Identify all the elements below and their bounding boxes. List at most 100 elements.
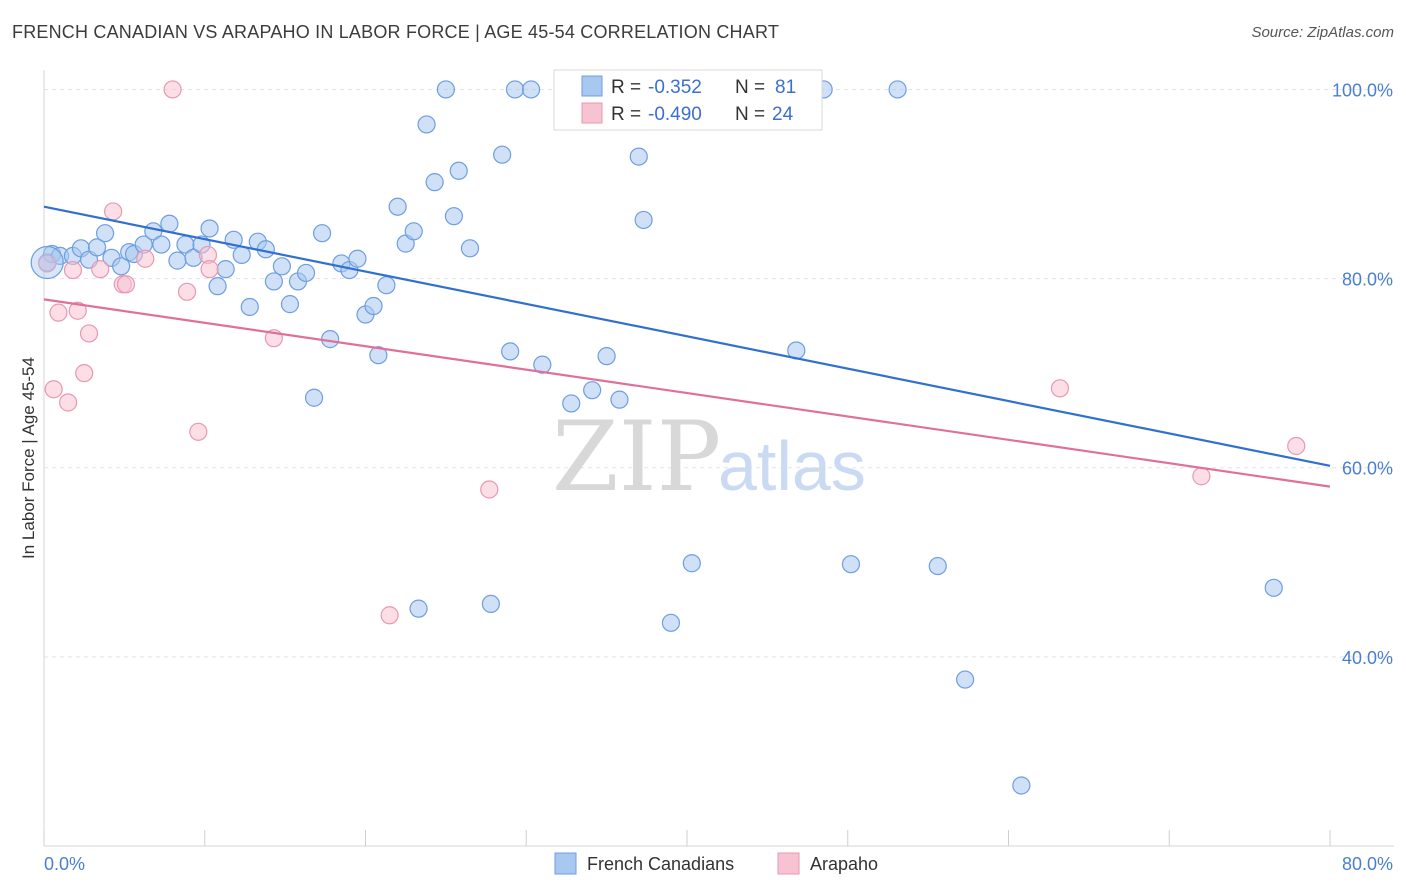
point-french-canadians [409, 599, 428, 618]
y-tick-label: 40.0% [1342, 648, 1393, 668]
chart-source: Source: ZipAtlas.com [1251, 24, 1394, 41]
point-french-canadians [404, 222, 423, 241]
point-french-canadians [888, 80, 907, 99]
point-arapaho [200, 260, 219, 279]
point-cluster-french-canadians [30, 245, 64, 280]
y-tick-label: 60.0% [1342, 459, 1393, 479]
bottom-legend-swatch-pink [777, 852, 800, 875]
point-french-canadians [460, 239, 480, 258]
point-french-canadians [152, 235, 171, 254]
point-french-canadians [348, 249, 367, 268]
trend-line-arapaho [43, 298, 1331, 488]
point-arapaho [75, 364, 94, 383]
point-french-canadians [533, 355, 552, 374]
point-arapaho [44, 380, 63, 399]
point-french-canadians [505, 80, 525, 99]
point-french-canadians [208, 277, 227, 296]
chart-title: FRENCH CANADIAN VS ARAPAHO IN LABOR FORC… [12, 22, 780, 42]
point-french-canadians [304, 388, 324, 407]
point-french-canadians [280, 295, 300, 314]
legend-r-value-1: -0.352 [648, 77, 702, 98]
legend-r-label-2: R = [611, 104, 641, 125]
point-french-canadians [232, 245, 251, 265]
legend-swatch-blue [581, 75, 603, 97]
point-french-canadians [521, 80, 541, 99]
point-french-canadians [168, 251, 187, 270]
point-french-canadians [583, 381, 602, 400]
point-french-canadians [928, 556, 947, 576]
point-french-canadians [436, 80, 455, 99]
point-french-canadians [272, 257, 292, 276]
y-tick-label: 80.0% [1342, 270, 1393, 290]
legend-n-label-2: N = [735, 104, 765, 125]
point-french-canadians [481, 594, 500, 614]
point-arapaho [59, 393, 78, 412]
legend-swatch-pink [581, 102, 603, 124]
point-arapaho [189, 422, 208, 441]
y-tick-label: 100.0% [1332, 80, 1393, 100]
point-french-canadians [296, 263, 316, 283]
point-french-canadians [493, 145, 512, 164]
point-french-canadians [449, 161, 468, 180]
point-arapaho [79, 324, 99, 343]
y-tick-labels: 40.0% 60.0% 80.0% 100.0% [1332, 80, 1393, 667]
point-french-canadians [200, 219, 219, 238]
trend-lines [43, 205, 1331, 488]
data-points [30, 80, 1306, 795]
point-french-canadians [95, 224, 115, 243]
grid-lines [44, 88, 1394, 658]
point-french-canadians [425, 173, 444, 192]
point-french-canadians [629, 147, 648, 166]
point-french-canadians [501, 342, 520, 361]
point-french-canadians [388, 197, 407, 216]
x-tick-marks [43, 830, 1331, 846]
legend-n-label-1: N = [735, 77, 765, 98]
point-french-canadians [682, 554, 701, 573]
point-arapaho [1050, 379, 1070, 398]
x-tick-label-max: 80.0% [1342, 854, 1393, 874]
point-french-canadians [377, 276, 396, 295]
point-french-canadians [417, 115, 436, 134]
watermark: ZIP atlas [552, 401, 866, 513]
series-legend: French Canadians Arapaho [554, 852, 878, 875]
point-arapaho [104, 202, 123, 221]
watermark-zip: ZIP [552, 401, 721, 513]
point-arapaho [136, 249, 155, 268]
point-arapaho [116, 275, 136, 294]
point-french-canadians [661, 613, 681, 632]
point-french-canadians [264, 272, 283, 291]
point-french-canadians [1012, 776, 1031, 795]
legend-r-label-1: R = [611, 77, 641, 98]
point-french-canadians [634, 210, 653, 230]
point-french-canadians [369, 346, 388, 365]
legend-n-value-1: 81 [775, 77, 796, 98]
y-axis-label: In Labor Force | Age 45-54 [19, 357, 38, 559]
point-french-canadians [610, 390, 629, 409]
point-arapaho [68, 301, 87, 320]
point-french-canadians [87, 238, 107, 257]
legend-r-value-2: -0.490 [648, 104, 702, 125]
point-arapaho [177, 282, 197, 301]
point-french-canadians [240, 297, 259, 317]
point-arapaho [163, 80, 182, 99]
point-arapaho [91, 260, 110, 279]
bottom-legend-label-french-canadians: French Canadians [587, 854, 734, 874]
point-french-canadians [562, 394, 581, 413]
correlation-legend: R = -0.352 N = 81 R = -0.490 N = 24 [553, 69, 823, 131]
point-arapaho [1287, 436, 1306, 456]
point-arapaho [38, 254, 57, 273]
point-french-canadians [112, 257, 131, 276]
point-arapaho [1192, 467, 1211, 486]
point-french-canadians [597, 347, 616, 366]
point-arapaho [380, 606, 399, 625]
point-arapaho [480, 480, 499, 499]
trend-line-french-canadians [43, 205, 1331, 467]
point-french-canadians [364, 296, 383, 316]
point-french-canadians [841, 555, 861, 574]
point-french-canadians [444, 207, 464, 226]
point-french-canadians [216, 260, 235, 279]
bottom-legend-swatch-blue [554, 852, 577, 875]
point-arapaho [49, 303, 68, 322]
point-arapaho [63, 260, 83, 280]
